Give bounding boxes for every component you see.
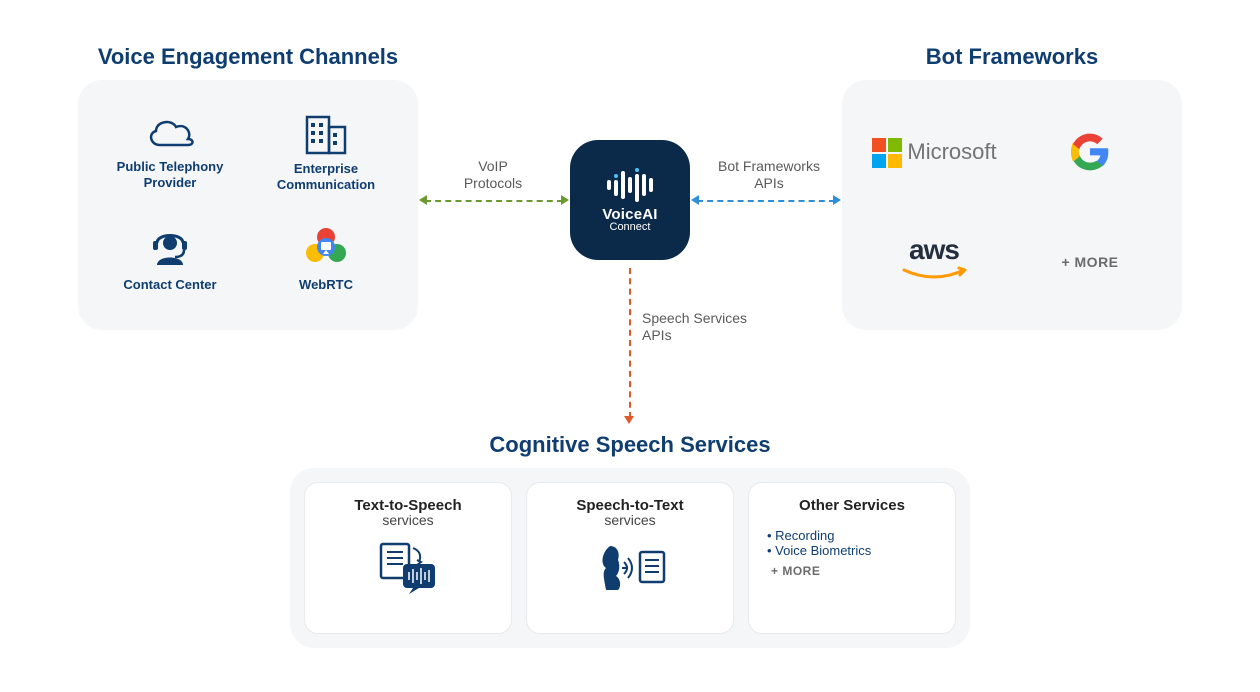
service-sub: services: [382, 512, 433, 528]
other-services-list: Recording Voice Biometrics: [761, 528, 943, 558]
tts-icon: [373, 538, 443, 598]
webrtc-icon: [303, 225, 349, 271]
arrow-right-in: [691, 195, 699, 205]
aws-icon: aws: [899, 234, 969, 284]
center-product: VoiceAI Connect: [570, 140, 690, 260]
left-item-label: WebRTC: [299, 277, 353, 293]
stt-icon: [590, 538, 670, 598]
connector-down-label: Speech Services APIs: [642, 310, 762, 344]
service-card-other: Other Services Recording Voice Biometric…: [748, 482, 956, 634]
list-item: Voice Biometrics: [767, 543, 943, 558]
building-icon: [301, 111, 351, 155]
list-item: Recording: [767, 528, 943, 543]
left-item-webrtc: WebRTC: [248, 205, 404, 312]
left-item-label: Contact Center: [123, 277, 216, 293]
arrow-left-in: [561, 195, 569, 205]
service-sub: services: [604, 512, 655, 528]
service-title: Other Services: [799, 497, 905, 514]
bottom-panel: Text-to-Speech services Speech-to-Text s…: [290, 468, 970, 648]
more-label: + MORE: [1061, 254, 1118, 270]
microsoft-icon: Microsoft: [871, 137, 996, 167]
arrow-left-out: [419, 195, 427, 205]
connector-left-label: VoIP Protocols: [448, 158, 538, 192]
cloud-icon: [142, 113, 198, 153]
right-section-title: Bot Frameworks: [842, 44, 1182, 70]
left-item-label: Public Telephony Provider: [92, 159, 248, 190]
connector-right: [697, 200, 835, 202]
left-item-contact: Contact Center: [92, 205, 248, 312]
arrow-down: [624, 416, 634, 424]
center-brand-2: Connect: [610, 221, 651, 233]
right-item-google: [1012, 98, 1168, 205]
service-card-tts: Text-to-Speech services: [304, 482, 512, 634]
left-item-label: Enterprise Communication: [248, 161, 404, 192]
service-card-stt: Speech-to-Text services: [526, 482, 734, 634]
more-label: + MORE: [761, 564, 820, 578]
connector-right-label: Bot Frameworks APIs: [710, 158, 828, 192]
google-icon: [1068, 130, 1112, 174]
headset-icon: [147, 225, 193, 271]
right-panel: Microsoft aws + MORE: [842, 80, 1182, 330]
connector-left: [425, 200, 563, 202]
left-item-telephony: Public Telephony Provider: [92, 98, 248, 205]
right-item-microsoft: Microsoft: [856, 98, 1012, 205]
right-item-more: + MORE: [1012, 205, 1168, 312]
microsoft-label: Microsoft: [907, 139, 996, 165]
left-item-enterprise: Enterprise Communication: [248, 98, 404, 205]
connector-down: [629, 268, 631, 418]
bottom-section-title: Cognitive Speech Services: [0, 432, 1260, 458]
right-item-aws: aws: [856, 205, 1012, 312]
left-section-title: Voice Engagement Channels: [78, 44, 418, 70]
arrow-right-out: [833, 195, 841, 205]
left-panel: Public Telephony Provider Enterprise Com…: [78, 80, 418, 330]
voiceai-icon: [607, 168, 653, 202]
